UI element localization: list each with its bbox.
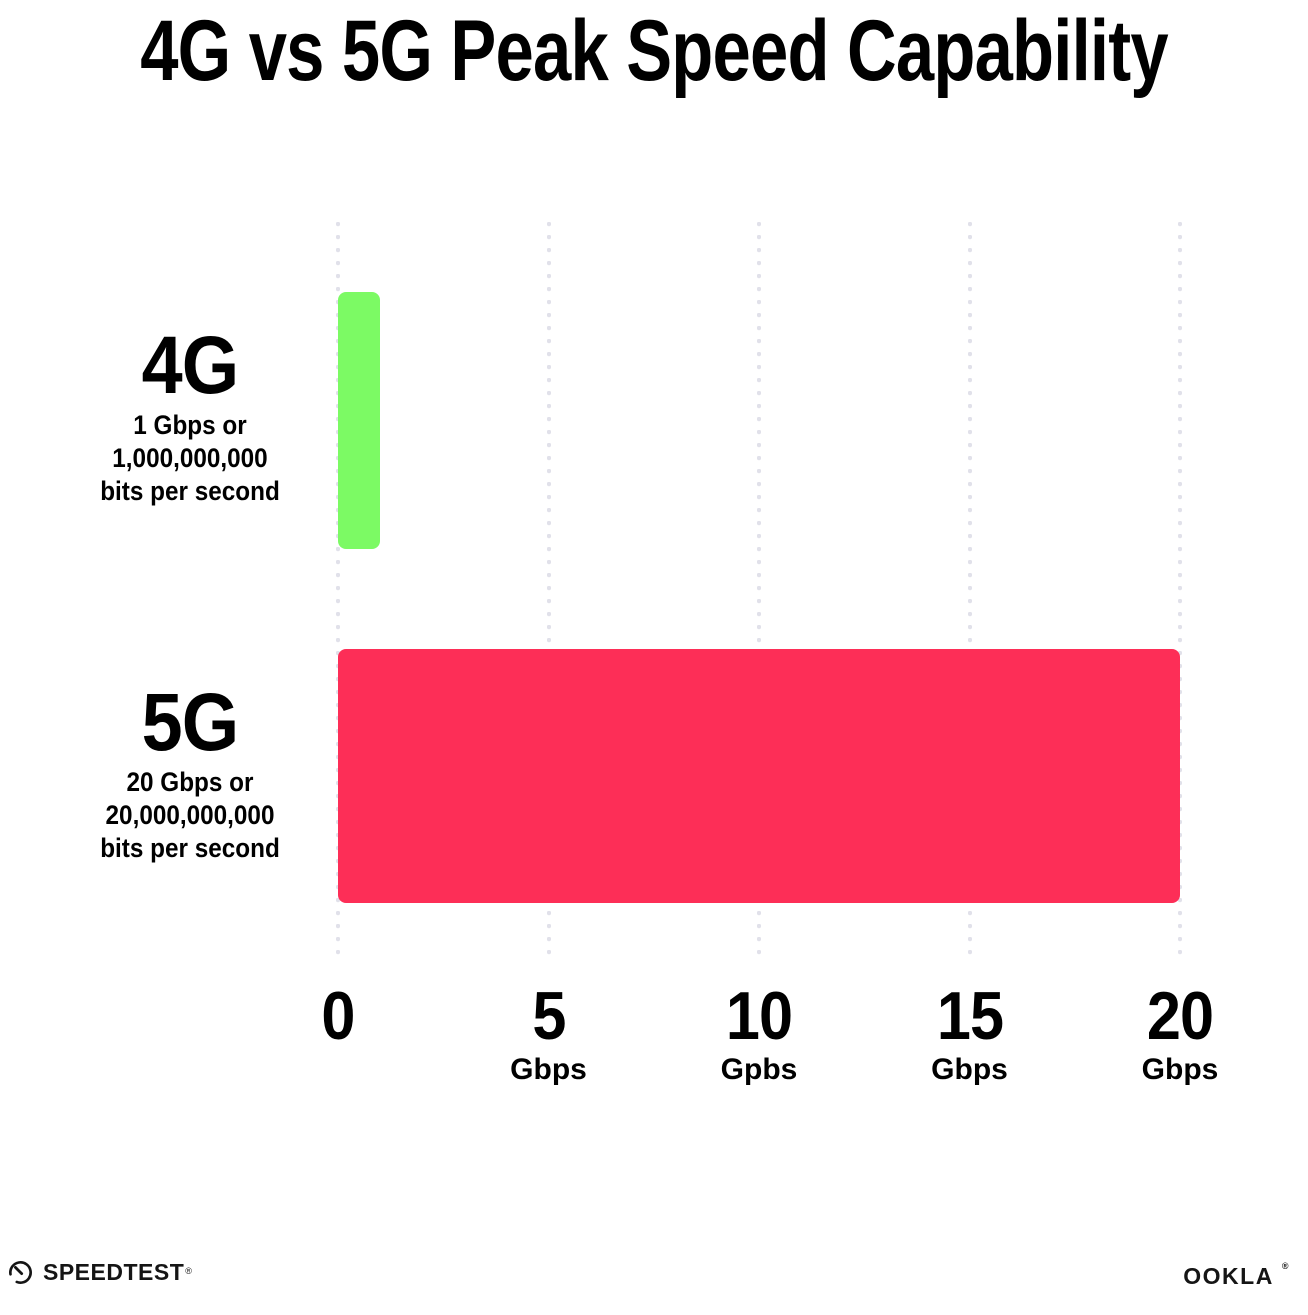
sublabel-line: 20 Gbps or bbox=[126, 767, 254, 797]
x-tick-20: 20 Gbps bbox=[1142, 982, 1219, 1085]
x-tick-label: 5 bbox=[531, 978, 566, 1054]
plot-area bbox=[336, 222, 1182, 962]
sublabel-line: bits per second bbox=[100, 476, 280, 506]
x-tick-0: 0 bbox=[320, 982, 357, 1050]
chart-title: 4G vs 5G Peak Speed Capability bbox=[140, 3, 1168, 99]
x-tick-unit: Gbps bbox=[510, 1053, 587, 1086]
x-tick-label: 15 bbox=[936, 978, 1003, 1054]
gauge-icon bbox=[9, 1261, 32, 1284]
ookla-registered-mark: ® bbox=[1281, 1261, 1290, 1271]
gridline-20 bbox=[1178, 222, 1182, 962]
speedtest-logo: SPEEDTEST ® bbox=[8, 1259, 192, 1286]
bar-4g bbox=[338, 292, 381, 549]
ookla-logo: OOKLA ® bbox=[1183, 1261, 1290, 1290]
gridline-10 bbox=[757, 222, 761, 962]
x-tick-label: 0 bbox=[321, 978, 355, 1054]
x-tick-10: 10 Gpbs bbox=[721, 982, 798, 1085]
gridline-5 bbox=[546, 222, 551, 962]
gridline-0 bbox=[336, 222, 340, 962]
bar-5g bbox=[338, 649, 1180, 903]
category-sublabel: 1 Gbps or 1,000,000,000 bits per second bbox=[60, 409, 321, 508]
sublabel-line: bits per second bbox=[100, 833, 280, 863]
x-axis: 0 5 Gbps 10 Gpbs 15 Gbps 20 Gbps bbox=[321, 982, 1218, 1112]
row-label-5g: 5G 20 Gbps or 20,000,000,000 bits per secon… bbox=[45, 682, 335, 865]
x-tick-unit: Gpbs bbox=[720, 1053, 798, 1086]
speedtest-registered-mark: ® bbox=[185, 1265, 192, 1276]
row-label-4g: 4G 1 Gbps or 1,000,000,000 bits per second bbox=[45, 325, 335, 508]
speedtest-wordmark: SPEEDTEST bbox=[43, 1259, 185, 1285]
sublabel-line: 1,000,000,000 bbox=[112, 443, 268, 473]
x-tick-unit: Gbps bbox=[1141, 1053, 1219, 1086]
category-label: 4G bbox=[141, 320, 240, 411]
x-tick-5: 5 Gbps bbox=[510, 982, 587, 1085]
category-sublabel: 20 Gbps or 20,000,000,000 bits per second bbox=[60, 766, 321, 865]
sublabel-line: 1 Gbps or bbox=[133, 410, 247, 440]
ookla-wordmark: OOKLA bbox=[1183, 1263, 1273, 1289]
sublabel-line: 20,000,000,000 bbox=[105, 800, 275, 830]
x-tick-unit: Gbps bbox=[931, 1053, 1008, 1086]
x-tick-label: 20 bbox=[1146, 978, 1214, 1054]
x-tick-label: 10 bbox=[725, 978, 793, 1054]
gridline-15 bbox=[967, 222, 972, 962]
x-tick-15: 15 Gbps bbox=[931, 982, 1008, 1085]
category-label: 5G bbox=[141, 677, 240, 768]
